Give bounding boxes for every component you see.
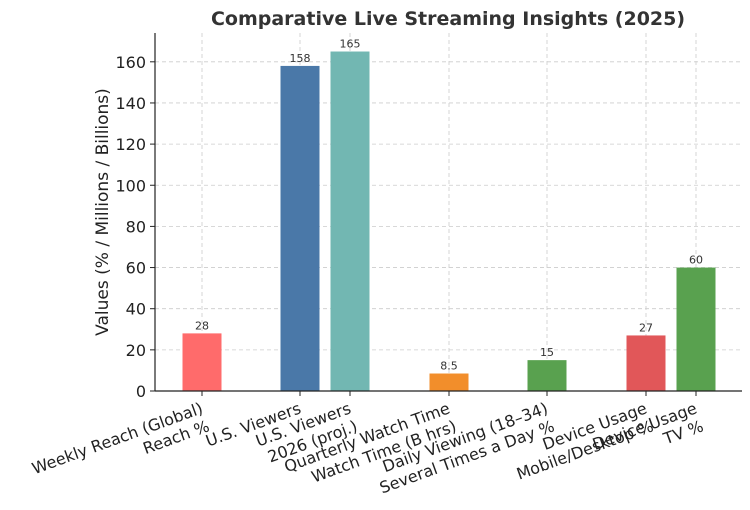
bar [626,335,666,391]
bar [527,360,567,391]
y-tick-label: 80 [126,217,146,236]
bar-value-label: 28 [195,319,209,332]
bar-value-label: 158 [290,52,311,65]
y-tick-label: 100 [115,176,146,195]
bar [429,373,469,391]
x-tick-label: Weekly Reach (Global)Reach % [29,399,212,479]
bar [182,333,222,391]
bar [330,51,370,391]
bar [676,267,716,391]
bar-value-label: 8.5 [440,360,458,373]
x-tick-labels: Weekly Reach (Global)Reach %U.S. Viewers… [29,399,706,498]
y-tick-label: 160 [115,53,146,72]
y-axis-label: Values (% / Millions / Billions) [93,88,113,336]
bars: 28 158 165 8.5 15 27 60 [182,38,716,391]
chart-title: Comparative Live Streaming Insights (202… [211,8,685,30]
bar [280,65,320,391]
y-tick-label: 140 [115,94,146,113]
bar-value-label: 15 [540,346,554,359]
bar-value-label: 27 [639,321,653,334]
bar-value-label: 60 [689,254,703,267]
bar-value-label: 165 [340,38,361,51]
y-tick-label: 40 [126,300,146,319]
y-tick-label: 120 [115,135,146,154]
y-tick-label: 60 [126,259,146,278]
y-tick-label: 0 [136,382,146,401]
y-tick-label: 20 [126,341,146,360]
axes: 0 20 40 60 80 100 120 140 160 [115,33,742,401]
